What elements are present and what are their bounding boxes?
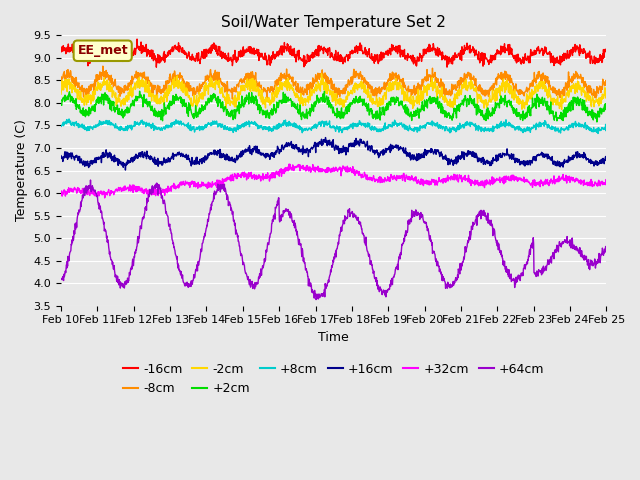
+2cm: [122, 107, 129, 112]
-8cm: [368, 86, 376, 92]
-2cm: [99, 81, 107, 86]
Line: -16cm: -16cm: [61, 39, 606, 67]
+8cm: [65, 116, 73, 122]
+8cm: [368, 125, 376, 131]
+32cm: [301, 165, 308, 170]
-8cm: [228, 96, 236, 102]
-2cm: [602, 92, 610, 97]
+16cm: [57, 153, 65, 158]
+2cm: [289, 99, 296, 105]
+64cm: [312, 297, 320, 302]
+16cm: [300, 150, 308, 156]
+32cm: [99, 188, 107, 194]
+32cm: [57, 189, 65, 194]
-16cm: [57, 48, 65, 53]
+32cm: [101, 195, 109, 201]
+64cm: [122, 281, 130, 287]
-2cm: [558, 107, 566, 112]
+2cm: [99, 92, 107, 97]
Line: +2cm: +2cm: [61, 91, 606, 122]
-8cm: [301, 87, 308, 93]
+2cm: [602, 106, 610, 111]
+8cm: [300, 126, 308, 132]
+32cm: [310, 166, 318, 172]
+16cm: [368, 145, 376, 151]
-16cm: [310, 50, 318, 56]
+2cm: [593, 119, 601, 125]
+32cm: [122, 187, 130, 193]
-16cm: [99, 46, 107, 51]
Legend: -16cm, -8cm, -2cm, +2cm, +8cm, +16cm, +32cm, +64cm: -16cm, -8cm, -2cm, +2cm, +8cm, +16cm, +3…: [118, 358, 549, 400]
-16cm: [301, 54, 308, 60]
Title: Soil/Water Temperature Set 2: Soil/Water Temperature Set 2: [221, 15, 446, 30]
+32cm: [289, 166, 297, 171]
Y-axis label: Temperature (C): Temperature (C): [15, 120, 28, 221]
Line: +16cm: +16cm: [61, 138, 606, 170]
+64cm: [57, 276, 65, 281]
-8cm: [310, 77, 318, 83]
-2cm: [368, 97, 376, 103]
+16cm: [602, 155, 610, 160]
+8cm: [122, 123, 130, 129]
+8cm: [57, 123, 65, 129]
Line: +8cm: +8cm: [61, 119, 606, 133]
+2cm: [57, 102, 65, 108]
+2cm: [368, 111, 376, 117]
-8cm: [602, 78, 610, 84]
+64cm: [310, 288, 317, 294]
+64cm: [289, 219, 296, 225]
+64cm: [368, 262, 376, 268]
Line: +32cm: +32cm: [61, 164, 606, 198]
+32cm: [368, 175, 376, 181]
-16cm: [122, 52, 129, 58]
+16cm: [322, 135, 330, 141]
+16cm: [99, 152, 107, 158]
Text: EE_met: EE_met: [77, 44, 128, 57]
+8cm: [602, 124, 610, 130]
-8cm: [122, 84, 130, 89]
+8cm: [594, 131, 602, 136]
-2cm: [310, 87, 317, 93]
+16cm: [310, 143, 317, 148]
+64cm: [100, 221, 108, 227]
+8cm: [100, 121, 108, 127]
-8cm: [289, 82, 297, 88]
Line: +64cm: +64cm: [61, 180, 606, 300]
-16cm: [368, 57, 376, 62]
X-axis label: Time: Time: [318, 331, 349, 344]
+2cm: [136, 88, 143, 94]
+8cm: [289, 123, 296, 129]
-8cm: [99, 63, 107, 69]
-16cm: [602, 49, 610, 55]
+32cm: [285, 161, 293, 167]
+16cm: [122, 162, 130, 168]
-2cm: [57, 91, 65, 97]
-2cm: [289, 87, 296, 93]
+32cm: [602, 179, 610, 184]
-2cm: [300, 97, 308, 103]
-8cm: [100, 74, 108, 80]
-2cm: [122, 98, 129, 104]
+2cm: [300, 114, 308, 120]
+16cm: [122, 167, 129, 173]
-16cm: [152, 64, 160, 70]
+64cm: [602, 246, 610, 252]
-8cm: [57, 74, 65, 80]
Line: -2cm: -2cm: [61, 74, 606, 109]
-16cm: [133, 36, 141, 42]
+16cm: [289, 142, 296, 147]
+64cm: [300, 259, 308, 264]
-16cm: [289, 53, 297, 59]
+2cm: [310, 104, 317, 110]
Line: -8cm: -8cm: [61, 66, 606, 99]
+64cm: [86, 177, 94, 183]
-2cm: [317, 71, 325, 77]
+8cm: [310, 125, 317, 131]
